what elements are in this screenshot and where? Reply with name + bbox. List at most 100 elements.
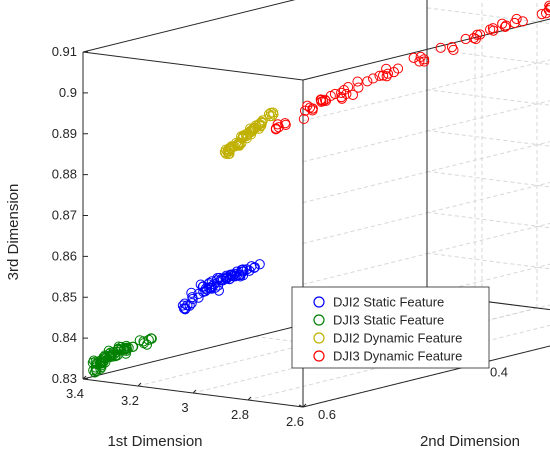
grid-line bbox=[426, 211, 550, 229]
data-point bbox=[94, 356, 105, 367]
data-point bbox=[249, 123, 260, 134]
y-tick-mark bbox=[298, 404, 304, 408]
data-point bbox=[111, 346, 122, 357]
legend-label: DJI3 Dynamic Feature bbox=[333, 349, 462, 364]
data-point bbox=[233, 138, 245, 149]
data-point bbox=[270, 123, 282, 134]
legend-marker bbox=[313, 332, 325, 344]
data-point bbox=[242, 129, 253, 140]
data-point bbox=[341, 88, 352, 100]
data-point bbox=[336, 87, 347, 99]
data-point bbox=[472, 29, 483, 40]
data-point bbox=[112, 350, 123, 361]
grid-line bbox=[426, 7, 550, 25]
data-point bbox=[474, 29, 486, 40]
data-point bbox=[248, 124, 259, 135]
legend-label: DJI2 Static Feature bbox=[333, 295, 444, 310]
data-point bbox=[193, 292, 204, 303]
legend: DJI2 Static Feature DJI3 Static Feature DJ… bbox=[291, 286, 490, 369]
data-point bbox=[497, 18, 508, 29]
z-tick-label: 0.85 bbox=[52, 289, 77, 304]
tick-labels: 0.83 0.84 0.85 0.86 0.87 0.88 0.89 0.9 0.91 3.4 3.… bbox=[52, 44, 508, 429]
data-point bbox=[179, 298, 190, 309]
data-point bbox=[244, 265, 255, 276]
data-point bbox=[200, 286, 211, 297]
z-tick-label: 0.91 bbox=[52, 44, 77, 59]
data-point bbox=[448, 44, 459, 56]
data-point bbox=[113, 343, 124, 354]
data-point bbox=[546, 2, 550, 13]
data-point bbox=[214, 272, 225, 284]
data-point bbox=[499, 21, 511, 32]
data-point bbox=[186, 287, 197, 298]
z-tick-label: 0.86 bbox=[52, 248, 77, 263]
data-point bbox=[435, 42, 446, 53]
data-point bbox=[315, 95, 327, 106]
data-point bbox=[329, 88, 341, 100]
grid-line bbox=[426, 252, 550, 270]
data-point bbox=[317, 96, 329, 107]
data-point bbox=[236, 264, 247, 276]
data-point bbox=[408, 52, 419, 63]
data-point bbox=[347, 89, 358, 100]
data-point bbox=[123, 342, 134, 353]
data-point bbox=[223, 144, 234, 155]
data-point bbox=[263, 109, 275, 120]
box-edge bbox=[302, 18, 550, 81]
data-point bbox=[143, 334, 154, 345]
grid-line bbox=[426, 170, 550, 188]
data-point bbox=[468, 32, 479, 44]
data-point bbox=[95, 358, 106, 369]
data-point bbox=[536, 8, 547, 20]
data-point bbox=[307, 105, 318, 116]
data-point bbox=[299, 105, 311, 116]
x-tick-label: 3.4 bbox=[66, 386, 84, 401]
x-tick-label: 2.8 bbox=[231, 407, 249, 422]
x-axis-label: 1st Dimension bbox=[107, 433, 202, 450]
data-point bbox=[374, 70, 385, 81]
z-axis-label: 3rd Dimension bbox=[5, 184, 22, 281]
data-point bbox=[509, 17, 520, 29]
data-point bbox=[91, 358, 102, 369]
data-point bbox=[225, 269, 236, 280]
data-point bbox=[145, 333, 157, 344]
z-tick-label: 0.87 bbox=[52, 208, 77, 223]
data-point bbox=[418, 54, 430, 65]
x-tick-mark bbox=[302, 403, 307, 408]
y-tick-label: 0.4 bbox=[490, 365, 508, 380]
grid-line bbox=[426, 48, 550, 65]
data-point bbox=[210, 282, 221, 293]
legend-marker bbox=[313, 314, 325, 326]
y-axis-label: 2nd Dimension bbox=[420, 433, 520, 450]
data-point bbox=[392, 63, 404, 74]
x-tick-mark bbox=[192, 389, 197, 394]
data-point bbox=[255, 121, 266, 132]
data-point bbox=[353, 82, 364, 93]
data-point bbox=[388, 67, 400, 78]
grid-line bbox=[426, 130, 550, 147]
z-tick-label: 0.84 bbox=[52, 330, 77, 345]
grid-line bbox=[426, 89, 550, 106]
data-point bbox=[414, 56, 425, 67]
z-tick-label: 0.88 bbox=[52, 167, 77, 182]
data-point bbox=[545, 2, 550, 13]
legend-label: DJI3 Static Feature bbox=[333, 313, 444, 328]
x-tick-label: 3.2 bbox=[121, 393, 139, 408]
grid-line bbox=[302, 141, 550, 204]
data-point bbox=[187, 293, 198, 305]
z-tick-label: 0.89 bbox=[52, 126, 77, 141]
data-point bbox=[205, 282, 216, 293]
z-tick-label: 0.9 bbox=[59, 85, 77, 100]
data-point bbox=[336, 91, 347, 103]
data-point bbox=[319, 94, 331, 105]
data-point bbox=[254, 259, 265, 270]
data-point bbox=[256, 120, 267, 131]
data-point bbox=[246, 261, 257, 272]
data-point bbox=[517, 16, 528, 27]
data-point bbox=[228, 141, 239, 152]
data-point bbox=[279, 118, 291, 129]
y-tick-label: 0.6 bbox=[318, 407, 336, 422]
legend-marker bbox=[313, 296, 325, 308]
box-edge bbox=[82, 51, 304, 81]
